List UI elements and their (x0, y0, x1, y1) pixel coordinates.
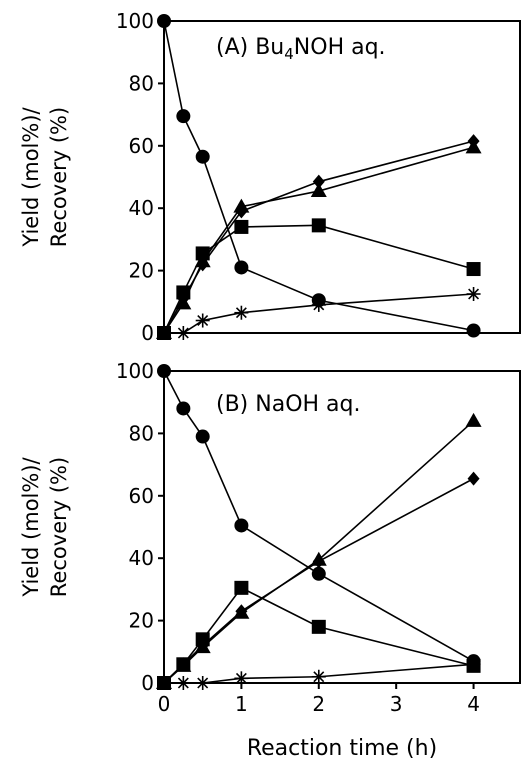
panel-b-ytick-label: 80 (129, 421, 154, 445)
panel-a-circle-point (195, 149, 210, 164)
panel-b-circle-point (311, 566, 326, 581)
panel-b-asterisk-point (195, 676, 210, 690)
panel-a-diamond-series-line (163, 140, 474, 334)
panel-b-series (156, 364, 482, 690)
panel-b-ylabel-line1: Yield (mol%)/ (19, 456, 43, 597)
panel-b-ytick-label: 0 (141, 671, 154, 695)
panel-b-circle-point (157, 364, 171, 378)
panel-a-square-series-line (163, 224, 474, 334)
panel-b-xtick-label: 4 (467, 692, 480, 716)
panel-b-asterisk-point (466, 657, 481, 672)
panel-a-square-point (311, 218, 326, 233)
panel-a-square-point (195, 246, 210, 261)
panel-b-ytick-label: 100 (116, 359, 154, 383)
panel-b-triangle-point (465, 412, 482, 427)
panel-a-ytick-label: 40 (129, 196, 154, 220)
panel-a-annotation-prefix: (A) Bu (216, 35, 284, 60)
panel-a-diamond-point (467, 134, 480, 149)
panel-b-annotation: (B) NaOH aq. (216, 392, 360, 417)
panel-a-diamond-point (312, 174, 325, 189)
panel-a-square-point (234, 219, 249, 234)
panel-b-y-ticks: 0 20 40 60 80 100 (116, 359, 164, 695)
panel-b-square-point (234, 580, 249, 595)
panel-a-ytick-label: 20 (129, 259, 154, 283)
panel-a-annotation-subscript: 4 (284, 45, 294, 63)
panel-b-diamond-point (235, 604, 248, 619)
panel-a-circle-series-line (163, 20, 474, 332)
panel-b-ytick-label: 60 (129, 484, 154, 508)
panel-b-asterisk-point (176, 676, 191, 690)
panel-a-asterisk-point (234, 305, 249, 320)
panel-b-xtick-label: 3 (390, 692, 403, 716)
panel-b-asterisk-point (157, 676, 171, 690)
panel-a-annotation: (A) Bu4NOH aq. (216, 35, 386, 63)
panel-a: (A) Bu4NOH aq. Yield (mol%)/ Recovery (%… (19, 9, 521, 345)
panel-a-asterisk-point (176, 326, 191, 340)
panel-a-square-point (176, 285, 191, 300)
panel-b-circle-point (195, 429, 210, 444)
panel-b-xtick-label: 0 (158, 692, 171, 716)
panel-b-x-ticks: 0 1 2 3 4 (158, 683, 480, 716)
panel-b: (B) NaOH aq. Yield (mol%)/ Recovery (%) … (19, 359, 521, 761)
panel-a-circle-point (157, 14, 171, 28)
panel-b-diamond-point (312, 554, 325, 569)
panel-a-ytick-label: 80 (129, 71, 154, 95)
panel-b-circle-point (176, 401, 191, 416)
panel-a-asterisk-point (195, 313, 210, 328)
panel-a-asterisk-point (157, 326, 171, 340)
panel-a-asterisk-point (466, 287, 481, 301)
panel-a-diamond-point (235, 204, 248, 219)
panel-a-frame (163, 20, 521, 334)
panel-a-annotation-suffix: NOH aq. (294, 35, 386, 60)
panel-b-ytick-label: 40 (129, 546, 154, 570)
panel-b-diamond-point (467, 471, 480, 486)
panel-a-asterisk-point (311, 297, 326, 312)
panel-b-asterisk-point (311, 669, 326, 684)
panel-a-circle-point (466, 323, 481, 338)
panel-a-triangle-point (310, 183, 327, 198)
panel-b-xtick-label: 2 (312, 692, 325, 716)
panel-b-xtick-label: 1 (235, 692, 248, 716)
panel-a-ylabel-line1: Yield (mol%)/ (19, 106, 43, 247)
x-axis-label: Reaction time (h) (247, 736, 437, 761)
panel-b-diamond-series-line (163, 477, 474, 684)
panel-b-square-point (195, 632, 210, 647)
panel-a-series (156, 14, 482, 340)
panel-b-circle-point (234, 518, 249, 533)
panel-a-ytick-label: 0 (141, 321, 154, 345)
panel-b-square-point (176, 657, 191, 672)
panel-a-square-point (466, 262, 481, 277)
panel-a-ylabel-line2: Recovery (%) (47, 107, 71, 247)
panel-b-frame (163, 370, 521, 684)
panel-b-circle-series-line (163, 370, 474, 662)
panel-b-asterisk-point (234, 671, 249, 686)
panel-a-ytick-label: 60 (129, 134, 154, 158)
panel-b-ytick-label: 20 (129, 609, 154, 633)
panel-b-ylabel-line2: Recovery (%) (47, 457, 71, 597)
panel-a-ytick-label: 100 (116, 9, 154, 33)
panel-a-circle-point (176, 109, 191, 124)
panel-a-y-ticks: 0 20 40 60 80 100 (116, 9, 164, 345)
panel-b-square-point (311, 619, 326, 634)
panel-a-circle-point (234, 260, 249, 275)
